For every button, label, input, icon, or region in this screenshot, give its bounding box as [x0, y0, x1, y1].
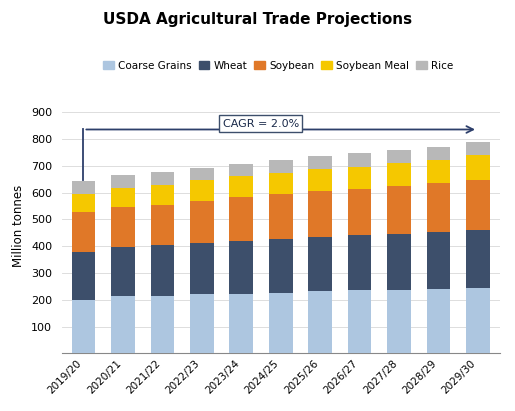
Bar [466, 155, 490, 180]
Bar [308, 291, 332, 353]
Bar [150, 245, 174, 296]
Bar [72, 194, 95, 212]
Bar [72, 212, 95, 252]
Bar [111, 247, 135, 296]
Bar [229, 176, 253, 197]
Text: CAGR = 2.0%: CAGR = 2.0% [223, 119, 299, 129]
Bar [150, 296, 174, 353]
Text: USDA Agricultural Trade Projections: USDA Agricultural Trade Projections [103, 12, 412, 27]
Bar [426, 232, 450, 289]
Bar [348, 153, 371, 166]
Bar [426, 159, 450, 183]
Bar [348, 236, 371, 291]
Bar [387, 163, 411, 186]
Bar [387, 290, 411, 353]
Bar [229, 241, 253, 293]
Bar [111, 296, 135, 353]
Bar [190, 294, 214, 353]
Bar [426, 183, 450, 232]
Bar [72, 252, 95, 300]
Bar [466, 288, 490, 353]
Bar [269, 293, 293, 353]
Bar [387, 186, 411, 234]
Bar [466, 180, 490, 230]
Bar [348, 291, 371, 353]
Bar [308, 192, 332, 237]
Bar [190, 180, 214, 201]
Bar [150, 205, 174, 245]
Bar [229, 164, 253, 176]
Bar [190, 201, 214, 243]
Bar [269, 160, 293, 173]
Bar [308, 237, 332, 291]
Bar [111, 175, 135, 188]
Bar [229, 293, 253, 353]
Bar [269, 239, 293, 293]
Bar [229, 197, 253, 241]
Bar [426, 289, 450, 353]
Bar [190, 243, 214, 294]
Bar [426, 147, 450, 159]
Bar [72, 300, 95, 353]
Legend: Coarse Grains, Wheat, Soybean, Soybean Meal, Rice: Coarse Grains, Wheat, Soybean, Soybean M… [99, 57, 457, 75]
Bar [466, 142, 490, 155]
Bar [269, 173, 293, 194]
Bar [190, 168, 214, 180]
Bar [308, 156, 332, 169]
Bar [348, 166, 371, 189]
Bar [111, 207, 135, 247]
Bar [308, 169, 332, 192]
Bar [72, 181, 95, 194]
Bar [269, 194, 293, 239]
Bar [150, 185, 174, 205]
Bar [348, 189, 371, 236]
Bar [150, 172, 174, 185]
Bar [111, 188, 135, 207]
Bar [387, 150, 411, 163]
Y-axis label: Million tonnes: Million tonnes [12, 185, 25, 267]
Bar [466, 230, 490, 288]
Bar [387, 234, 411, 290]
